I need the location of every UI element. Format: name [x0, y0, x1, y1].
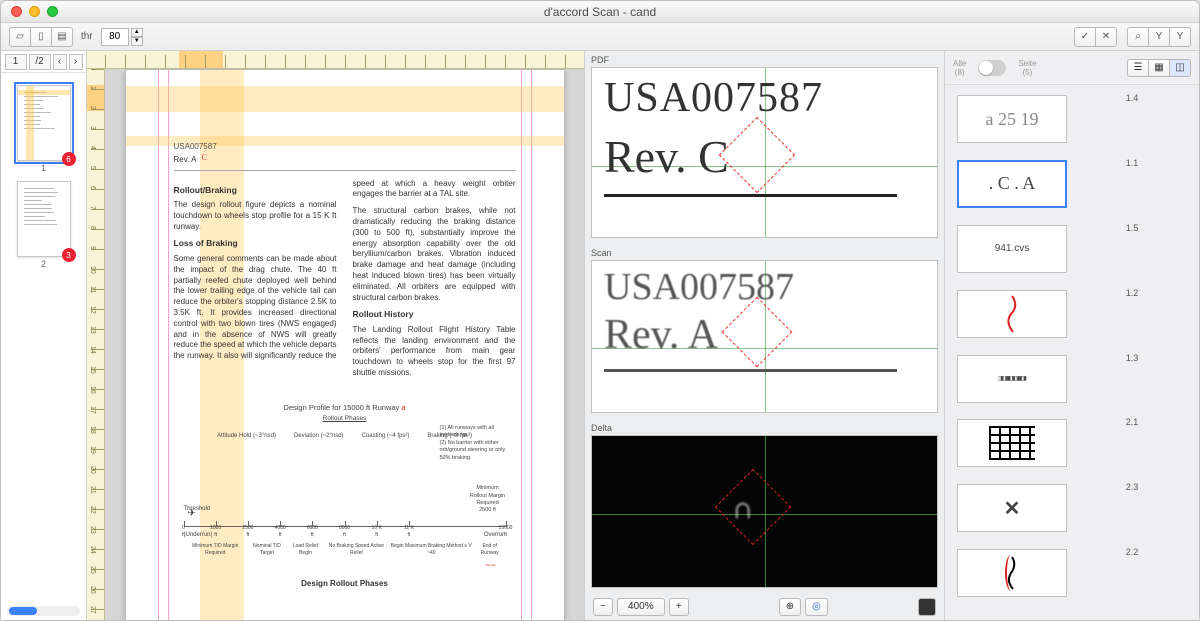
result-tile-label: 2.3 — [1077, 482, 1187, 539]
result-tile-label: 2.1 — [1077, 417, 1187, 474]
result-tile-label: 1.1 — [1077, 158, 1187, 215]
result-tile[interactable]: ▯▮▯▮▮▯▮▯▮▮▯▮ — [957, 355, 1067, 403]
thr-stepper[interactable]: ▲ ▼ — [101, 28, 143, 46]
scan-view[interactable]: USA007587 Rev. A — [591, 260, 938, 413]
filter-btn-2[interactable]: Y — [1148, 27, 1170, 47]
tool-btn-b[interactable]: ▯ — [30, 27, 52, 47]
filter-btn-1[interactable]: ⌕ — [1127, 27, 1149, 47]
page-nav: 1 /2 ‹ › — [1, 51, 86, 73]
zoom-bar: − 400% + ⊕ ◎ — [585, 594, 944, 620]
thumb-badge: 3 — [62, 248, 76, 262]
para: The Landing Rollout Flight History Table… — [353, 325, 516, 379]
page-prev[interactable]: ‹ — [53, 54, 67, 70]
result-tile-label: 2.2 — [1077, 547, 1187, 604]
figure: Design Profile for 15000 ft Runway a Rol… — [174, 403, 516, 573]
result-tile[interactable] — [957, 549, 1067, 597]
document-viewer: 01234567891011121314151617181920212223 0… — [87, 51, 585, 620]
page: USA007587 Rev. A C Rollout/Braking The d… — [125, 69, 565, 620]
result-tile[interactable] — [957, 290, 1067, 338]
doc-id: USA007587 — [174, 142, 516, 153]
thr-up[interactable]: ▲ — [131, 28, 143, 37]
page-next[interactable]: › — [69, 54, 83, 70]
thumbnails-panel: 1 /2 ‹ › 6132 — [1, 51, 87, 620]
result-tile-label: 1.2 — [1077, 288, 1187, 345]
thumbnail[interactable]: 6 — [17, 85, 71, 161]
titlebar: d'accord Scan - cand — [1, 1, 1199, 23]
page-scroll[interactable]: USA007587 Rev. A C Rollout/Braking The d… — [105, 69, 584, 620]
tool-btn-c[interactable]: ▤ — [51, 27, 73, 47]
para: The structural carbon brakes, while not … — [353, 206, 516, 303]
alle-label: Alle — [953, 59, 966, 68]
results-panel: Alle (8) Seite (5) ☰ ▦ ◫ a 25 191.4. C .… — [945, 51, 1199, 620]
result-tile[interactable] — [957, 419, 1067, 467]
result-tile[interactable]: a 25 19 — [957, 95, 1067, 143]
pdf-view[interactable]: USA007587 Rev. C — [591, 67, 938, 238]
scan-label: Scan — [585, 244, 944, 260]
result-tile[interactable]: 941.cvs — [957, 225, 1067, 273]
section-title: Loss of Braking — [174, 238, 337, 249]
toolbar: ▱ ▯ ▤ thr ▲ ▼ ✓ ✕ ⌕ Y Y — [1, 23, 1199, 51]
para: The design rollout figure depicts a nomi… — [174, 200, 337, 232]
page-current[interactable]: 1 — [5, 54, 27, 70]
thr-input[interactable] — [101, 28, 129, 46]
view-grid-small[interactable]: ▦ — [1148, 59, 1170, 77]
thr-down[interactable]: ▼ — [131, 37, 143, 46]
rev-annotation: C — [202, 153, 207, 164]
view-list[interactable]: ☰ — [1127, 59, 1149, 77]
doc-rev: Rev. A C — [174, 155, 516, 166]
result-tile-label: 1.5 — [1077, 223, 1187, 280]
alle-count: (8) — [955, 68, 965, 77]
pdf-label: PDF — [585, 51, 944, 67]
compare-panel: PDF USA007587 Rev. C Scan USA007587 Rev.… — [585, 51, 945, 620]
result-tile-label: 1.3 — [1077, 353, 1187, 410]
thumb-badge: 6 — [62, 152, 76, 166]
thr-label: thr — [81, 31, 93, 42]
seite-count: (5) — [1023, 68, 1033, 77]
ruler-vertical: 0123456789101112131415161718192021222324… — [87, 69, 105, 620]
ruler-horizontal: 01234567891011121314151617181920212223 — [87, 51, 584, 69]
zoom-in[interactable]: + — [669, 598, 689, 616]
page-total: /2 — [29, 54, 51, 70]
locate-button[interactable]: ⊕ — [779, 598, 801, 616]
target-button[interactable]: ◎ — [805, 598, 828, 616]
delta-label: Delta — [585, 419, 944, 435]
tool-btn-a[interactable]: ▱ — [9, 27, 31, 47]
section-title: Rollout/Braking — [174, 185, 337, 196]
filter-btn-3[interactable]: Y — [1169, 27, 1191, 47]
approve-button[interactable]: ✓ — [1074, 27, 1096, 47]
result-tile-label: 1.4 — [1077, 93, 1187, 150]
result-tile[interactable]: . C . A — [957, 160, 1067, 208]
window-title: d'accord Scan - cand — [1, 5, 1199, 19]
section-title: Rollout History — [353, 309, 516, 320]
reject-button[interactable]: ✕ — [1095, 27, 1117, 47]
mode-button[interactable] — [918, 598, 936, 616]
delta-view[interactable]: ∩ — [591, 435, 938, 588]
seite-label: Seite — [1018, 59, 1036, 68]
thumbs-scrollbar[interactable] — [7, 606, 80, 616]
zoom-out[interactable]: − — [593, 598, 613, 616]
scope-toggle[interactable] — [978, 60, 1006, 76]
result-tile[interactable]: ✕ — [957, 484, 1067, 532]
zoom-value[interactable]: 400% — [617, 598, 665, 616]
thumbnail[interactable]: 3 — [17, 181, 71, 257]
view-grid-large[interactable]: ◫ — [1169, 59, 1191, 77]
